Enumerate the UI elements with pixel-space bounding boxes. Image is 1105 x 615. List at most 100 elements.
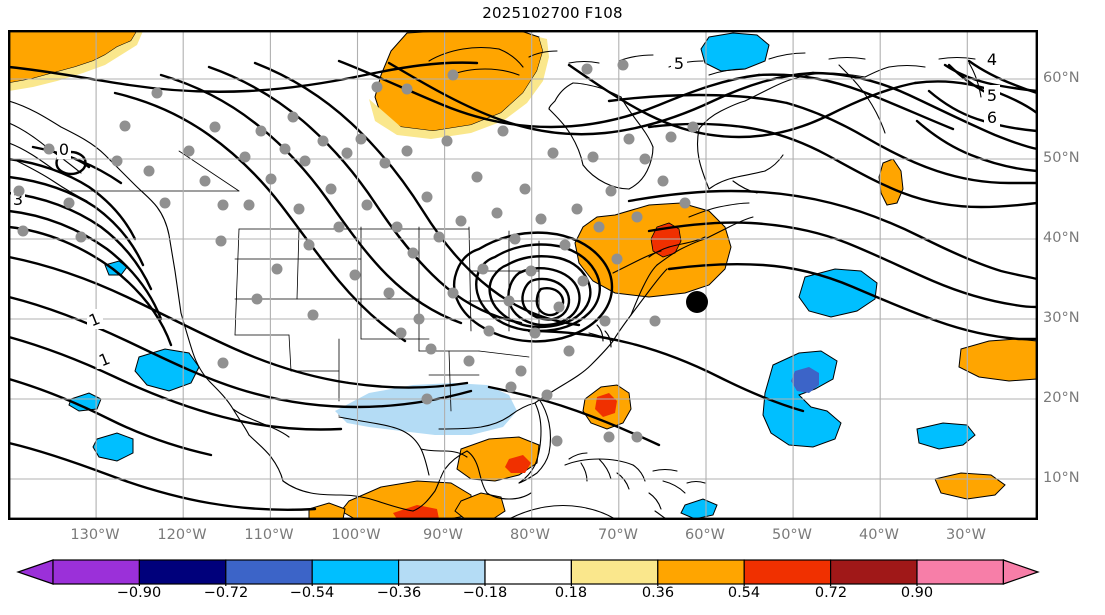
stipple-marker [13,185,25,197]
colorbar-tick-label: −0.90 [116,585,162,601]
stipple-marker [605,185,617,197]
stipple-marker [529,327,541,339]
storm-center-marker [686,291,708,313]
colorbar-extend-max [1002,559,1040,585]
stipple-marker [611,253,623,265]
colorbar-canvas [16,559,1040,586]
svg-text:4: 4 [987,50,997,69]
stipple-marker [687,121,699,133]
stipple-marker-layer [13,59,699,447]
colorbar-swatch-8 [743,559,832,585]
stipple-marker [395,327,407,339]
stipple-marker [255,125,267,137]
colorbar-swatch-3 [311,559,400,585]
stipple-marker [299,155,311,167]
stipple-marker [477,263,489,275]
lat-tick-label: 60°N [1043,70,1080,86]
shaded-region-pacific-mid-negative [68,392,102,412]
colorbar-swatch-9 [829,559,918,585]
svg-text:5: 5 [674,54,684,73]
shaded-region-pacific-nw-negative [104,260,128,276]
stipple-marker [413,313,425,325]
contour-label-5-north: 5 [671,53,687,73]
stipple-marker [243,199,255,211]
map-panel: 5 4 5 6 1 [8,30,1038,520]
stipple-marker [433,231,445,243]
stipple-marker [383,287,395,299]
shaded-region-colombia [454,492,506,519]
stipple-marker [649,315,661,327]
lat-tick-label: 50°N [1043,150,1080,166]
stipple-marker [151,87,163,99]
stipple-marker [183,145,195,157]
stipple-marker [581,63,593,75]
stipple-marker [599,315,611,327]
stipple-marker [159,197,171,209]
colorbar-tick-label: 0.36 [641,585,675,601]
svg-text:5: 5 [987,86,997,105]
shaded-region-antilles-negative [680,498,718,519]
stipple-marker [355,133,367,145]
contour-label-5-east: 5 [984,85,1000,105]
stipple-marker [577,275,589,287]
stipple-marker [279,143,291,155]
shaded-region-north-atlantic-negative [798,268,878,318]
stipple-marker [639,153,651,165]
lon-tick-label: 40°W [858,527,900,543]
stipple-marker [287,111,299,123]
stipple-marker [631,211,643,223]
stipple-marker [593,221,605,233]
svg-text:0: 0 [59,140,69,159]
colorbar-swatch-5 [484,559,573,585]
stipple-marker [617,59,629,71]
colorbar-swatches [16,559,1040,585]
colorbar-swatch-4 [398,559,486,585]
colorbar-extend-min [16,559,54,585]
stipple-marker [251,293,263,305]
stipple-marker [559,239,571,251]
stipple-marker [43,143,55,155]
stipple-marker [541,389,553,401]
stipple-marker [293,203,305,215]
stipple-marker [463,355,475,367]
stipple-marker [63,197,75,209]
map-canvas: 5 4 5 6 1 [9,31,1037,519]
shaded-region-alaska-yukon-halo [9,31,143,91]
lat-tick-label: 20°N [1043,390,1080,406]
stipple-marker [379,157,391,169]
colorbar-swatch-0 [52,559,141,585]
shaded-region-east-atlantic-2 [916,422,976,450]
stipple-marker [679,197,691,209]
stipple-marker [317,135,329,147]
contour-layer [9,59,1037,511]
page-title: 2025102700 F108 [482,4,623,22]
colorbar-tick-label: −0.18 [462,585,508,601]
stipple-marker [407,247,419,259]
lon-tick-label: 60°W [684,527,726,543]
stipple-marker [75,231,87,243]
contour-label-0-west: 0 [57,139,71,159]
shaded-region-subtropical-core [791,367,819,393]
lon-tick-label: 30°W [945,527,987,543]
svg-text:3: 3 [13,190,23,209]
colorbar-tick-label: 0.18 [554,585,588,601]
stipple-marker [333,221,345,233]
colorbar-tick-label: −0.72 [203,585,249,601]
stipple-marker [471,171,483,183]
colorbar-swatch-1 [138,559,227,585]
map-border [9,31,1037,519]
colorbar-swatch-6 [570,559,659,585]
stipple-marker [525,265,537,277]
colorbar-ticks [138,584,918,586]
stipple-marker [447,69,459,81]
stipple-marker [657,175,669,187]
stipple-marker [509,233,521,245]
colorbar-tick-label: 0.72 [814,585,848,601]
shaded-region-pacific-negative-small [92,432,134,462]
lon-tick-label: 110°W [244,527,294,543]
contour-label-6-east: 6 [984,107,1000,127]
stipple-marker [265,173,277,185]
stipple-marker [391,221,403,233]
shaded-region-east-atlantic [958,338,1037,382]
stipple-marker [421,393,433,405]
